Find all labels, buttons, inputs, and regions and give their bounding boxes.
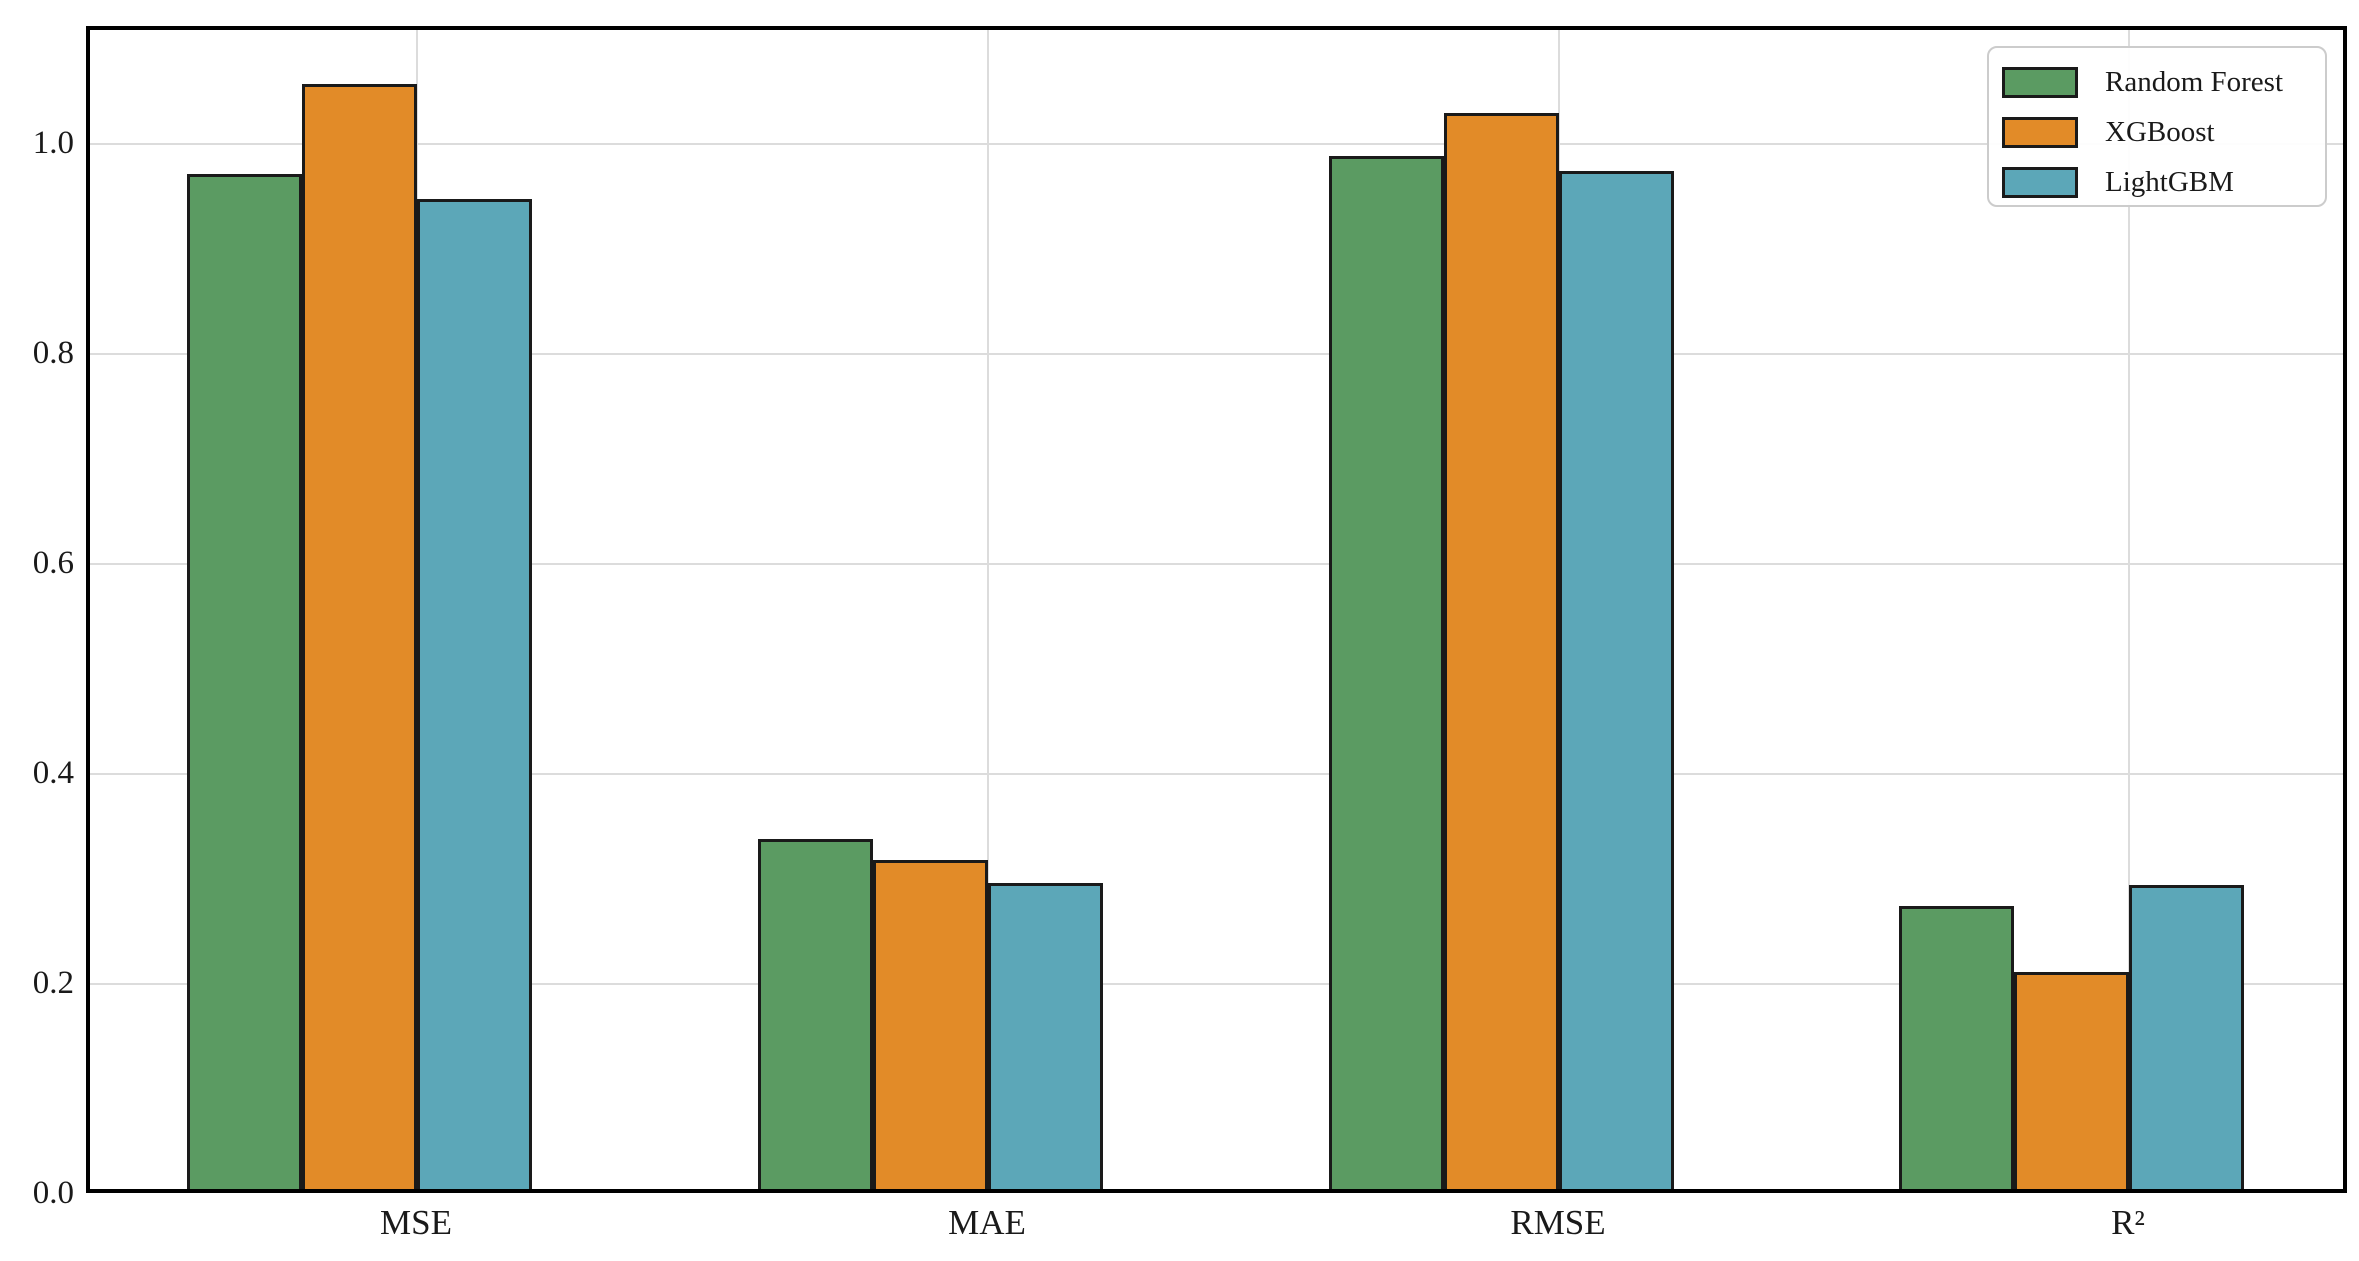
horizontal-gridline bbox=[86, 563, 2347, 565]
horizontal-gridline bbox=[86, 983, 2347, 985]
legend-label: Random Forest bbox=[2105, 65, 2284, 98]
bar-random-forest-3 bbox=[1899, 906, 2014, 1193]
bar-xgboost-0 bbox=[302, 84, 417, 1193]
legend: Random Forest XGBoost LightGBM bbox=[1987, 46, 2327, 207]
bar-xgboost-2 bbox=[1444, 113, 1559, 1193]
y-tick-label: 0.6 bbox=[32, 545, 74, 581]
bar-lightgbm-2 bbox=[1559, 171, 1674, 1193]
bar-lightgbm-3 bbox=[2129, 885, 2244, 1193]
legend-swatch-icon bbox=[2002, 66, 2078, 98]
legend-label: LightGBM bbox=[2105, 165, 2234, 198]
horizontal-gridline bbox=[86, 143, 2347, 145]
legend-swatch-icon bbox=[2002, 166, 2078, 198]
bar-random-forest-2 bbox=[1329, 156, 1444, 1193]
x-category-label-mse: MSE bbox=[380, 1203, 452, 1242]
vertical-gridline bbox=[987, 26, 989, 1193]
legend-swatch-icon bbox=[2002, 116, 2078, 148]
bar-lightgbm-0 bbox=[417, 199, 532, 1193]
y-tick-label: 0.8 bbox=[32, 335, 74, 371]
legend-row-lightgbm: LightGBM bbox=[2002, 157, 2325, 207]
horizontal-gridline bbox=[86, 773, 2347, 775]
horizontal-gridline bbox=[86, 353, 2347, 355]
bar-random-forest-1 bbox=[758, 839, 873, 1193]
x-category-label-mae: MAE bbox=[948, 1203, 1026, 1242]
y-tick-label: 1.0 bbox=[32, 125, 74, 161]
bar-xgboost-3 bbox=[2014, 972, 2129, 1193]
plot-area bbox=[86, 26, 2347, 1193]
x-category-label-r²: R² bbox=[2111, 1203, 2145, 1242]
bar-xgboost-1 bbox=[873, 860, 988, 1193]
legend-label: XGBoost bbox=[2105, 115, 2215, 148]
bar-lightgbm-1 bbox=[988, 883, 1103, 1193]
x-category-label-rmse: RMSE bbox=[1510, 1203, 1606, 1242]
vertical-gridline bbox=[2128, 26, 2130, 1193]
legend-row-xgboost: XGBoost bbox=[2002, 107, 2325, 157]
bar-random-forest-0 bbox=[187, 174, 302, 1193]
y-tick-label: 0.0 bbox=[32, 1175, 74, 1211]
legend-row-random-forest: Random Forest bbox=[2002, 57, 2325, 107]
y-tick-label: 0.2 bbox=[32, 965, 74, 1001]
y-tick-label: 0.4 bbox=[32, 755, 74, 791]
